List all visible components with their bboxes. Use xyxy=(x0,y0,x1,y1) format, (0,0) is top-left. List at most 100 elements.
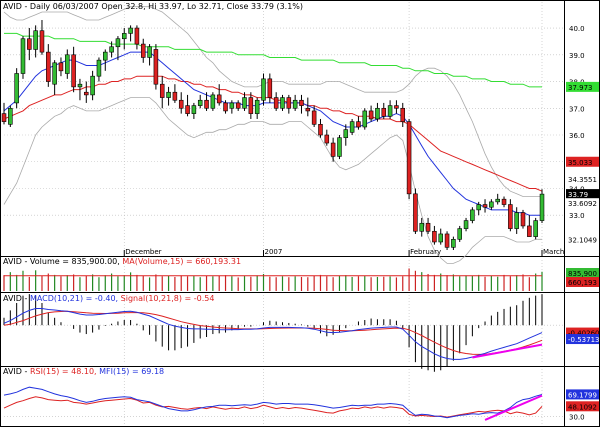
macd-lines xyxy=(3,294,543,372)
candle-down xyxy=(400,107,406,122)
value-label: -0.537139 xyxy=(568,336,600,344)
macd-trend-line xyxy=(472,343,543,359)
candle-up xyxy=(476,204,481,211)
rsi-legend: AVID - RSI(15) = 48.10, MFI(15) = 69.18 xyxy=(3,367,164,376)
candle-down xyxy=(508,204,513,229)
candle-up xyxy=(489,201,494,208)
candle-down xyxy=(394,105,399,109)
candle-up xyxy=(77,83,83,88)
candle-down xyxy=(305,107,311,112)
candle-up xyxy=(197,99,203,106)
candle-down xyxy=(235,102,241,109)
value-label: 835,900 xyxy=(568,270,597,278)
candle-up xyxy=(495,198,500,203)
candle-up xyxy=(103,51,108,61)
candle-up xyxy=(52,62,57,85)
candle-down xyxy=(71,54,76,88)
candle-down xyxy=(178,99,184,109)
candle-down xyxy=(134,27,140,45)
date-label: March xyxy=(543,248,564,256)
value-label-box xyxy=(566,156,599,167)
macd-legend: AVID - MACD(10,21) = -0.40, Signal(10,21… xyxy=(3,294,214,303)
rsi-trend-line xyxy=(484,394,543,421)
candle-up xyxy=(33,30,38,50)
y-tick-label: 37.0 xyxy=(569,105,585,113)
candle-down xyxy=(172,91,178,101)
y-tick-label: 39.0 xyxy=(569,52,585,60)
candle-down xyxy=(153,49,159,85)
mfi-line xyxy=(3,386,543,419)
candle-up xyxy=(121,33,127,40)
candle-up xyxy=(457,228,462,240)
candlesticks xyxy=(1,20,545,250)
volume-legend: AVID - Volume = 835,900.00, MA(Volume,15… xyxy=(3,257,241,266)
value-label: 37.973 xyxy=(568,84,593,92)
legend-entry: RSI(15) = 48.10, xyxy=(30,367,99,376)
candle-up xyxy=(20,38,26,74)
date-label: February xyxy=(410,248,441,256)
candle-up xyxy=(438,233,443,243)
candle-up xyxy=(210,94,216,109)
candle-up xyxy=(539,193,545,221)
candle-up xyxy=(109,46,114,53)
y-tick-label: 33.0 xyxy=(569,212,585,220)
bollinger-bands xyxy=(3,6,542,264)
candle-up xyxy=(451,239,456,248)
rsi-tick-label: 30.0 xyxy=(569,414,585,422)
legend-entry: MA(Volume,15) = 660,193.31 xyxy=(122,257,241,266)
candle-up xyxy=(337,137,342,157)
candle-down xyxy=(368,110,374,120)
rsi-mfi-lines: 30.0 xyxy=(3,386,585,422)
candle-up xyxy=(8,107,13,125)
candle-up xyxy=(375,107,380,120)
candle-down xyxy=(46,51,51,82)
candle-up xyxy=(261,78,266,101)
candle-down xyxy=(413,193,418,232)
candle-up xyxy=(533,220,538,237)
y-tick-label: 36.0 xyxy=(569,132,585,140)
candle-down xyxy=(140,43,146,58)
candle-up xyxy=(280,97,285,109)
candle-up xyxy=(90,75,95,96)
candle-down xyxy=(501,198,507,205)
band-upper xyxy=(3,6,542,197)
candle-down xyxy=(185,105,190,114)
volume-bars xyxy=(3,268,543,291)
candle-down xyxy=(527,225,532,237)
macd-line xyxy=(3,308,543,360)
candle-down xyxy=(204,99,209,109)
candle-down xyxy=(286,97,292,109)
candle-down xyxy=(330,142,336,157)
candle-down xyxy=(444,233,450,248)
band-lower xyxy=(3,97,542,264)
candle-down xyxy=(324,134,330,144)
candle-up xyxy=(14,73,19,104)
value-label: 35.033 xyxy=(568,159,593,167)
candle-up xyxy=(65,54,70,74)
grid xyxy=(4,2,564,425)
candle-down xyxy=(381,107,387,117)
candle-down xyxy=(267,78,273,98)
candle-up xyxy=(147,46,152,58)
y-tick-label: 40.0 xyxy=(569,25,585,33)
legend-entry: AVID - xyxy=(3,367,30,376)
candle-down xyxy=(39,30,45,53)
sma-short-line xyxy=(3,51,542,216)
candle-up xyxy=(349,121,355,133)
candle-down xyxy=(248,97,254,114)
legend-entry: MFI(15) = 69.18 xyxy=(99,367,164,376)
candle-up xyxy=(514,212,519,229)
candle-down xyxy=(84,91,89,96)
date-label: December xyxy=(125,248,161,256)
candle-down xyxy=(482,204,488,208)
candle-up xyxy=(191,105,197,114)
candle-up xyxy=(254,99,260,114)
candle-down xyxy=(216,94,222,104)
candle-up xyxy=(166,91,171,98)
candle-down xyxy=(425,222,431,232)
candle-up xyxy=(419,222,425,232)
candle-up xyxy=(242,97,247,109)
value-label-box xyxy=(566,268,599,278)
